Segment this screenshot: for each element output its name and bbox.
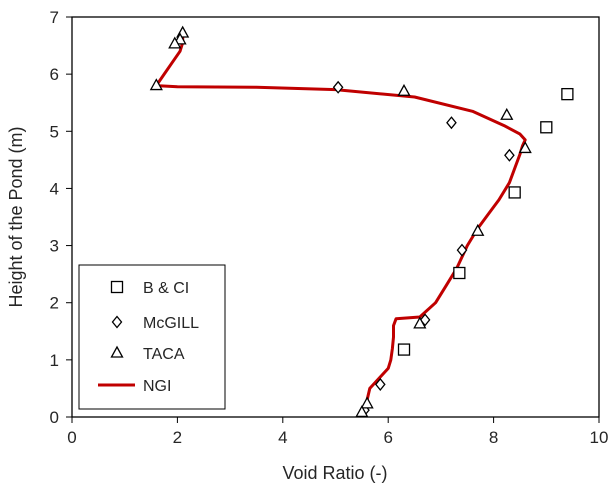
legend-label: McGILL bbox=[143, 315, 199, 332]
y-tick-label: 4 bbox=[50, 179, 59, 198]
y-tick-label: 5 bbox=[50, 122, 59, 141]
point-mcgill bbox=[504, 148, 515, 162]
x-tick-label: 4 bbox=[278, 428, 287, 447]
y-tick-label: 7 bbox=[50, 8, 59, 27]
line-ngi bbox=[154, 32, 527, 416]
point-mcgill bbox=[332, 80, 344, 94]
point-b-ci bbox=[453, 266, 466, 280]
legend-swatch-diamond bbox=[111, 315, 123, 329]
point-b-ci bbox=[540, 121, 553, 134]
point-taca bbox=[397, 83, 411, 96]
point-taca bbox=[360, 396, 374, 409]
x-tick-label: 2 bbox=[173, 428, 182, 447]
y-tick-label: 0 bbox=[50, 408, 59, 427]
legend-label: NGI bbox=[143, 378, 171, 395]
point-taca bbox=[413, 316, 427, 329]
point-taca bbox=[168, 36, 182, 49]
point-taca bbox=[500, 107, 514, 120]
legend: B & CI McGILL TACA NGI bbox=[78, 264, 226, 410]
point-mcgill bbox=[446, 116, 457, 130]
y-axis: 0 1 2 3 4 5 6 7 bbox=[50, 8, 72, 427]
series-b-ci bbox=[397, 87, 574, 356]
y-tick-label: 6 bbox=[50, 65, 59, 84]
x-tick-label: 0 bbox=[67, 428, 76, 447]
series-ngi bbox=[154, 32, 527, 416]
y-tick-label: 3 bbox=[50, 237, 59, 256]
legend-swatch-triangle bbox=[110, 345, 124, 358]
series-layer bbox=[149, 25, 574, 418]
legend-label: TACA bbox=[143, 346, 185, 363]
x-tick-label: 8 bbox=[489, 428, 498, 447]
point-b-ci bbox=[561, 87, 574, 101]
point-taca bbox=[518, 141, 532, 154]
point-taca bbox=[355, 405, 369, 418]
y-tick-label: 1 bbox=[50, 351, 59, 370]
legend-swatch-square bbox=[110, 280, 124, 294]
y-tick-label: 2 bbox=[50, 294, 59, 313]
legend-label: B & CI bbox=[143, 280, 189, 297]
x-tick-label: 10 bbox=[590, 428, 609, 447]
point-taca bbox=[149, 78, 163, 91]
x-tick-label: 6 bbox=[383, 428, 392, 447]
point-taca bbox=[471, 223, 485, 236]
point-b-ci bbox=[508, 186, 521, 199]
x-axis-title: Void Ratio (-) bbox=[282, 463, 387, 483]
point-mcgill bbox=[374, 377, 386, 391]
series-taca bbox=[149, 25, 532, 418]
y-axis-title: Height of the Pond (m) bbox=[6, 126, 26, 307]
x-axis: 0 2 4 6 8 10 bbox=[67, 417, 608, 447]
point-mcgill bbox=[456, 243, 468, 257]
point-b-ci bbox=[397, 343, 411, 356]
